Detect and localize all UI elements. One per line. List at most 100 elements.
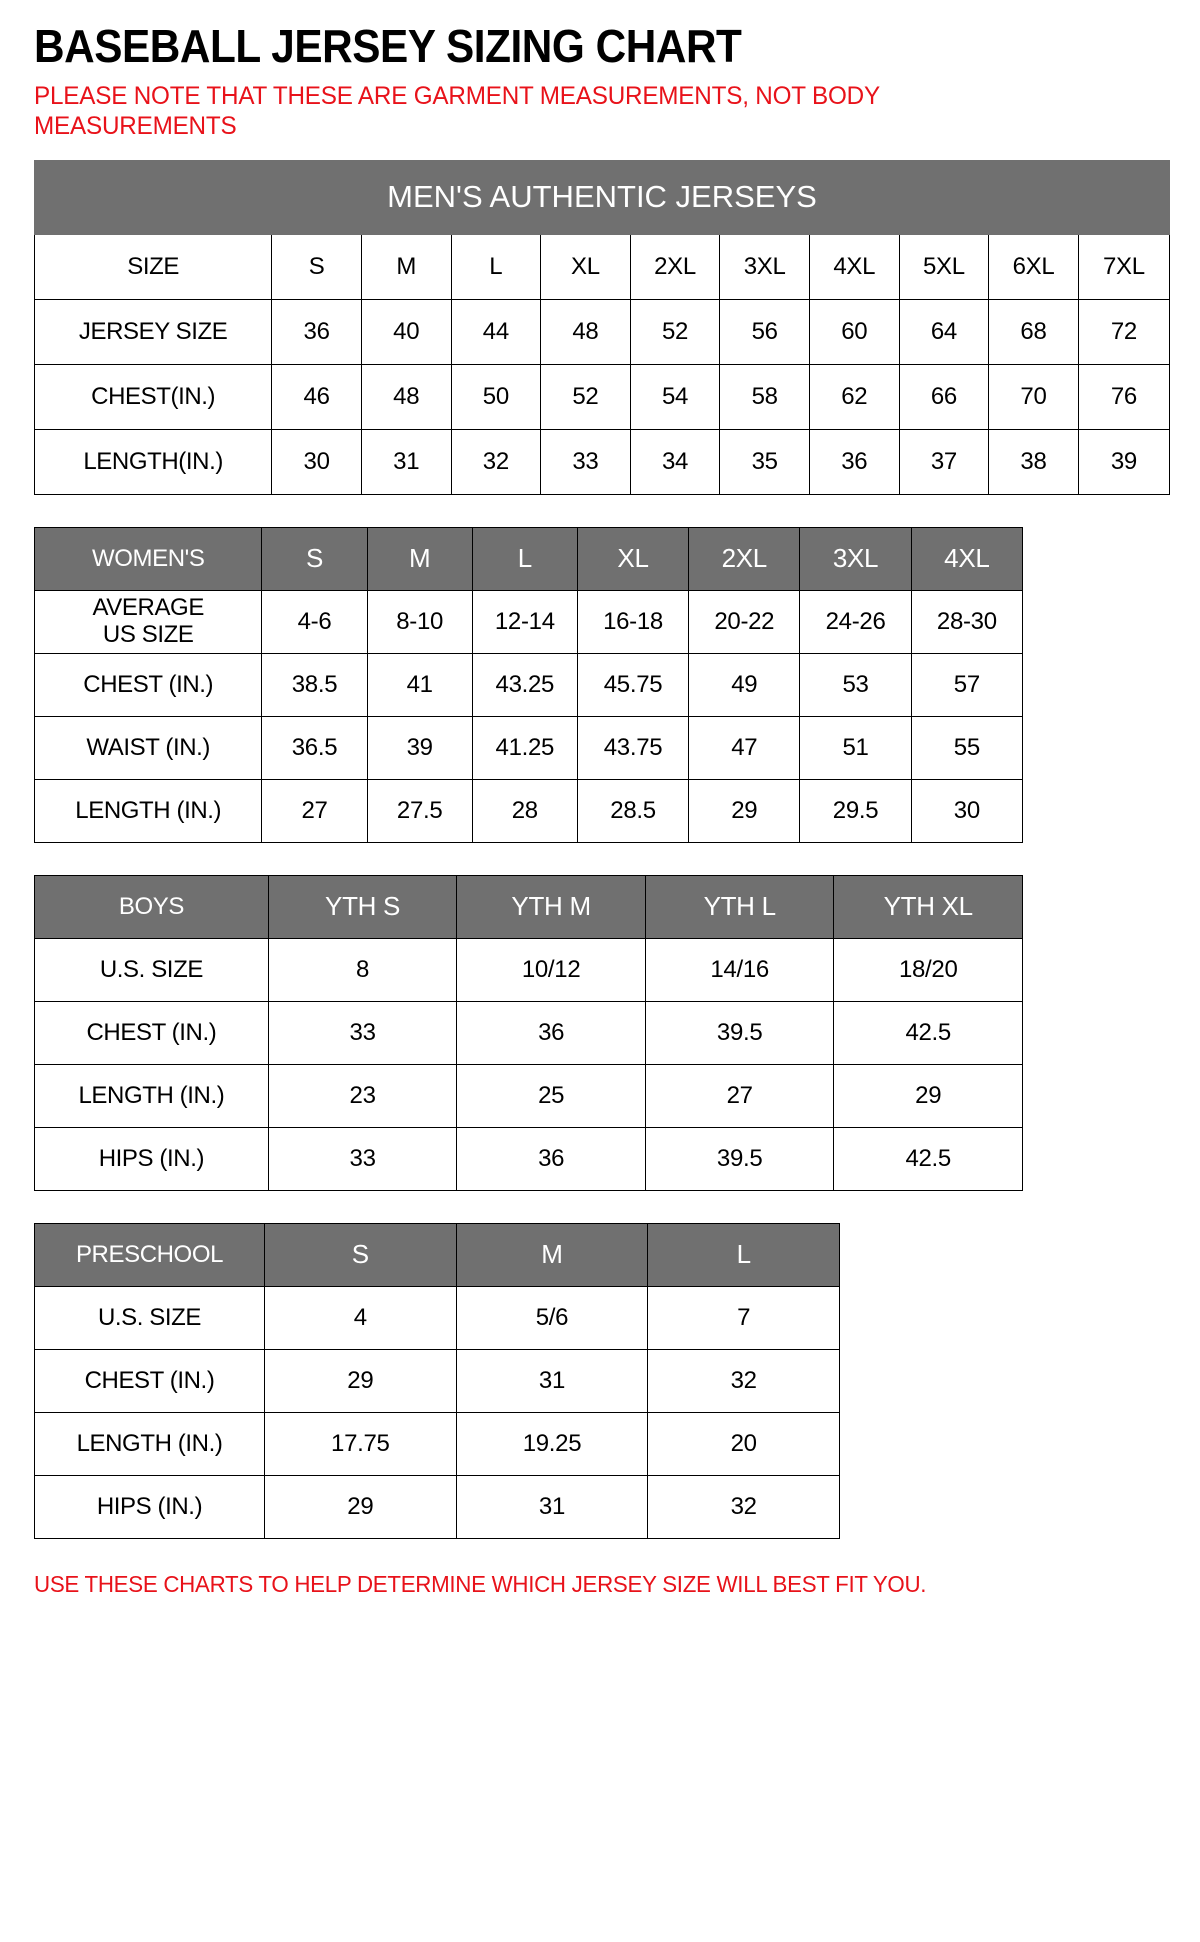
row-label-jersey-size: JERSEY SIZE <box>33 298 273 365</box>
table-header-row: PRESCHOOL S M L <box>34 1222 840 1287</box>
cell: 38 <box>988 428 1079 495</box>
row-label-us-size: U.S. SIZE <box>34 937 269 1002</box>
cell: 55 <box>910 715 1024 780</box>
cell: 27 <box>644 1063 835 1128</box>
cell: 31 <box>455 1348 649 1413</box>
cell: 7 <box>647 1285 840 1350</box>
column-header-yth-l: YTH L <box>644 874 835 939</box>
cell: 18/20 <box>833 937 1023 1002</box>
table-row: WAIST (IN.) 36.5 39 41.25 43.75 47 51 55 <box>33 715 1024 780</box>
cell: 45.75 <box>576 652 690 717</box>
cell: 53 <box>799 652 912 717</box>
footer-note: USE THESE CHARTS TO HELP DETERMINE WHICH… <box>34 1570 927 1597</box>
column-header-l: L <box>647 1222 840 1287</box>
cell: 48 <box>540 298 631 365</box>
table-row: LENGTH(IN.) 30 31 32 33 34 35 36 37 38 3… <box>33 428 1171 495</box>
row-label-chest: CHEST (IN.) <box>34 1000 269 1065</box>
table-row: CHEST (IN.) 33 36 39.5 42.5 <box>34 1000 1023 1065</box>
cell: 60 <box>808 298 900 365</box>
cell: 51 <box>799 715 912 780</box>
cell: 36.5 <box>261 715 368 780</box>
cell: 29.5 <box>799 778 912 843</box>
womens-table-title: WOMEN'S <box>33 526 263 591</box>
table-row: U.S. SIZE 4 5/6 7 <box>34 1285 840 1350</box>
cell: 8 <box>267 937 458 1002</box>
cell: 28-30 <box>910 589 1024 654</box>
cell: 5/6 <box>455 1285 649 1350</box>
table-row: LENGTH (IN.) 17.75 19.25 20 <box>34 1411 840 1476</box>
column-header-size: SIZE <box>33 233 273 300</box>
row-label-chest: CHEST (IN.) <box>33 652 263 717</box>
cell: 33 <box>540 428 631 495</box>
cell: 16-18 <box>576 589 690 654</box>
cell: 70 <box>988 363 1079 430</box>
cell: 34 <box>629 428 721 495</box>
column-header-yth-m: YTH M <box>456 874 646 939</box>
row-label-us-size: U.S. SIZE <box>34 1285 265 1350</box>
cell: 36 <box>271 298 362 365</box>
table-header-row: BOYS YTH S YTH M YTH L YTH XL <box>34 874 1023 939</box>
cell: 20-22 <box>688 589 801 654</box>
column-header-s: S <box>264 1222 457 1287</box>
column-header-m: M <box>366 526 473 591</box>
column-header-m: M <box>455 1222 649 1287</box>
table-banner-row: MEN'S AUTHENTIC JERSEYS <box>34 159 1170 235</box>
column-header-6xl: 6XL <box>988 233 1079 300</box>
cell: 58 <box>719 363 810 430</box>
cell: 17.75 <box>264 1411 457 1476</box>
cell: 66 <box>898 363 990 430</box>
preschool-table-title: PRESCHOOL <box>34 1222 265 1287</box>
boys-table-title: BOYS <box>34 874 269 939</box>
table-row: HIPS (IN.) 33 36 39.5 42.5 <box>34 1126 1023 1191</box>
cell: 68 <box>988 298 1079 365</box>
cell: 30 <box>910 778 1024 843</box>
cell: 36 <box>456 1126 646 1191</box>
column-header-2xl: 2XL <box>629 233 721 300</box>
table-row: CHEST(IN.) 46 48 50 52 54 58 62 66 70 76 <box>33 363 1171 430</box>
column-header-s: S <box>271 233 362 300</box>
row-label-average-us-size: AVERAGE US SIZE <box>33 589 263 654</box>
cell: 29 <box>264 1348 457 1413</box>
cell: 33 <box>267 1126 458 1191</box>
column-header-7xl: 7XL <box>1077 233 1171 300</box>
cell: 32 <box>450 428 542 495</box>
cell: 39 <box>366 715 473 780</box>
cell: 39 <box>1077 428 1171 495</box>
cell: 28 <box>471 778 578 843</box>
cell: 46 <box>271 363 362 430</box>
table-row: LENGTH (IN.) 27 27.5 28 28.5 29 29.5 30 <box>33 778 1024 843</box>
cell: 52 <box>540 363 631 430</box>
cell: 29 <box>264 1474 457 1539</box>
cell: 54 <box>629 363 721 430</box>
row-label-chest: CHEST(IN.) <box>33 363 273 430</box>
cell: 28.5 <box>576 778 690 843</box>
cell: 33 <box>267 1000 458 1065</box>
table-header-row: WOMEN'S S M L XL 2XL 3XL 4XL <box>33 526 1024 591</box>
cell: 42.5 <box>833 1000 1023 1065</box>
cell: 44 <box>450 298 542 365</box>
cell: 39.5 <box>644 1126 835 1191</box>
cell: 56 <box>719 298 810 365</box>
measurement-disclaimer: PLEASE NOTE THAT THESE ARE GARMENT MEASU… <box>34 81 880 141</box>
cell: 10/12 <box>456 937 646 1002</box>
cell: 43.75 <box>576 715 690 780</box>
column-header-xl: XL <box>540 233 631 300</box>
cell: 25 <box>456 1063 646 1128</box>
cell: 29 <box>688 778 801 843</box>
mens-sizing-table: MEN'S AUTHENTIC JERSEYS SIZE S M L XL 2X… <box>33 159 1171 495</box>
cell: 38.5 <box>261 652 368 717</box>
column-header-3xl: 3XL <box>799 526 912 591</box>
cell: 42.5 <box>833 1126 1023 1191</box>
row-label-hips: HIPS (IN.) <box>34 1474 265 1539</box>
column-header-yth-xl: YTH XL <box>833 874 1023 939</box>
table-row: LENGTH (IN.) 23 25 27 29 <box>34 1063 1023 1128</box>
cell: 48 <box>360 363 452 430</box>
cell: 41 <box>366 652 473 717</box>
cell: 72 <box>1077 298 1171 365</box>
table-row: HIPS (IN.) 29 31 32 <box>34 1474 840 1539</box>
preschool-sizing-table: PRESCHOOL S M L U.S. SIZE 4 5/6 7 CHEST … <box>34 1222 840 1539</box>
cell: 19.25 <box>455 1411 649 1476</box>
table-row: AVERAGE US SIZE 4-6 8-10 12-14 16-18 20-2… <box>33 589 1024 654</box>
boys-sizing-table: BOYS YTH S YTH M YTH L YTH XL U.S. SIZE … <box>34 874 1023 1191</box>
column-header-2xl: 2XL <box>688 526 801 591</box>
